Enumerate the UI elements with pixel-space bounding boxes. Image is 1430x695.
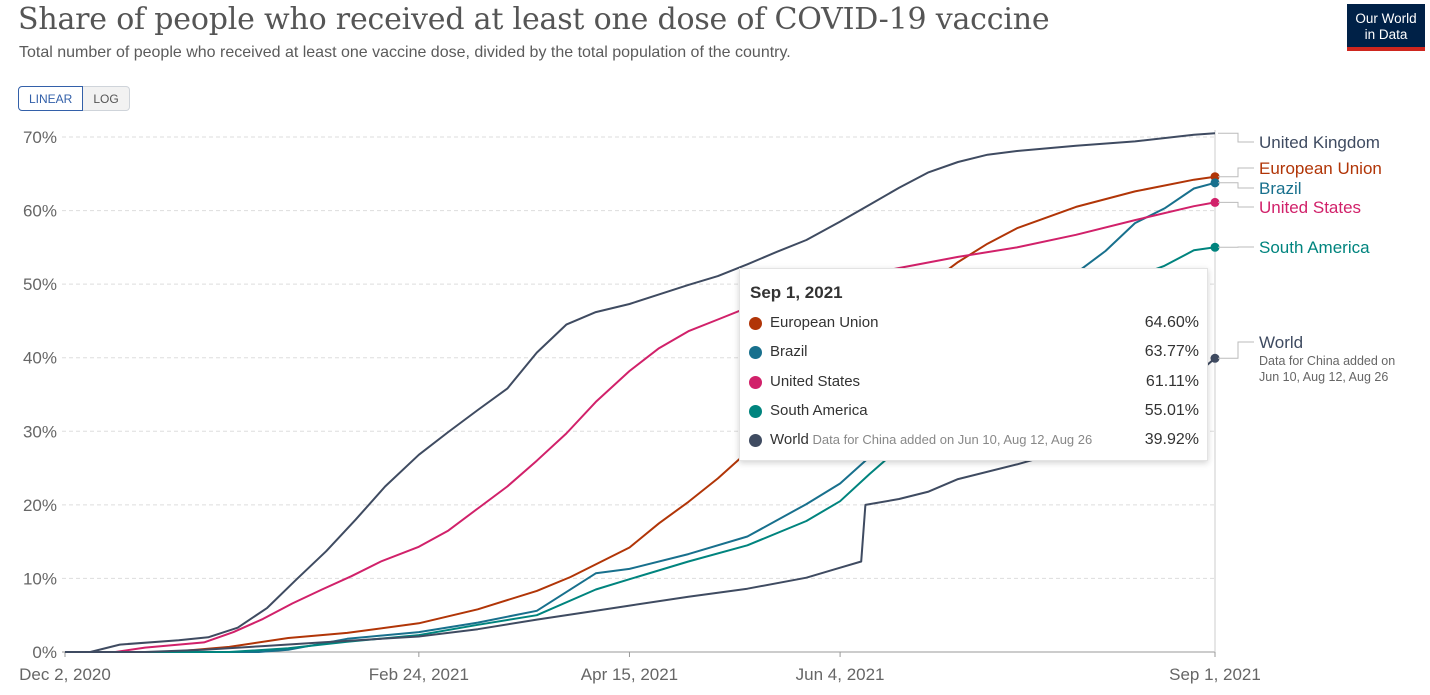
- series-color-dot: [749, 405, 762, 418]
- tooltip-series-value: 63.77%: [1144, 343, 1199, 360]
- tooltip-series-name: European Union: [770, 314, 878, 331]
- series-color-dot: [749, 317, 762, 330]
- tooltip-series-label: South America: [770, 402, 868, 419]
- tooltip-series-note: Data for China added on Jun 10, Aug 12, …: [808, 432, 1093, 447]
- tooltip-series-name: World Data for China added on Jun 10, Au…: [770, 431, 1092, 448]
- tooltip-series-label: United States: [770, 373, 861, 390]
- x-tick-label: Dec 2, 2020: [19, 665, 111, 684]
- end-label: United Kingdom: [1259, 133, 1380, 152]
- chart-title: Share of people who received at least on…: [18, 2, 1050, 37]
- end-label-note: Jun 10, Aug 12, Aug 26: [1259, 370, 1388, 384]
- series-line: [65, 132, 1216, 653]
- end-label: World: [1259, 333, 1303, 352]
- series-color-dot: [749, 376, 762, 389]
- tooltip-row: Brazil 63.77%: [749, 343, 1199, 363]
- y-tick-label: 20%: [23, 496, 57, 515]
- chart-subtitle: Total number of people who received at l…: [19, 44, 791, 61]
- tooltip-series-value: 61.11%: [1145, 373, 1199, 390]
- log-scale-button[interactable]: LOG: [83, 86, 130, 111]
- y-tick-label: 40%: [23, 349, 57, 368]
- end-marker: [1210, 197, 1220, 207]
- owid-logo[interactable]: Our World in Data: [1347, 4, 1425, 51]
- end-label-note: Data for China added on: [1259, 354, 1395, 368]
- end-label: Brazil: [1259, 179, 1302, 198]
- tooltip-series-name: South America: [770, 402, 868, 419]
- series-color-dot: [749, 434, 762, 447]
- tooltip-series-label: Brazil: [770, 343, 808, 360]
- tooltip-series-value: 39.92%: [1144, 431, 1199, 448]
- tooltip-date: Sep 1, 2021: [750, 283, 843, 302]
- y-tick-label: 50%: [23, 275, 57, 294]
- series-line: [65, 181, 1216, 653]
- scale-toggle: LINEAR LOG: [18, 86, 130, 111]
- end-label: European Union: [1259, 159, 1382, 178]
- label-connector: [1218, 132, 1254, 143]
- series-color-dot: [749, 346, 762, 359]
- label-connector: [1218, 201, 1254, 208]
- y-tick-label: 60%: [23, 202, 57, 221]
- end-marker: [1210, 178, 1220, 188]
- series-line: [65, 201, 1216, 653]
- tooltip-series-name: Brazil: [770, 343, 808, 360]
- label-connector: [1218, 167, 1254, 178]
- end-marker: [1210, 242, 1220, 252]
- tooltip-row: World Data for China added on Jun 10, Au…: [749, 431, 1199, 451]
- y-tick-label: 0%: [32, 643, 57, 662]
- y-tick-label: 10%: [23, 569, 57, 588]
- end-marker: [1210, 353, 1220, 363]
- tooltip-series-label: European Union: [770, 314, 879, 331]
- x-tick-label: Sep 1, 2021: [1169, 665, 1261, 684]
- x-tick-label: Feb 24, 2021: [369, 665, 469, 684]
- label-connector: [1218, 182, 1254, 189]
- linear-scale-button[interactable]: LINEAR: [18, 86, 84, 111]
- end-label: United States: [1259, 198, 1361, 217]
- y-tick-label: 70%: [23, 128, 57, 147]
- hover-tooltip: Sep 1, 2021 European Union 64.60% Brazil 63…: [739, 268, 1208, 461]
- tooltip-series-value: 55.01%: [1144, 402, 1199, 419]
- tooltip-row: United States 61.11%: [749, 373, 1199, 393]
- logo-line-2: in Data: [1364, 27, 1408, 42]
- x-tick-label: Jun 4, 2021: [796, 665, 885, 684]
- tooltip-row: South America 55.01%: [749, 402, 1199, 422]
- logo-line-1: Our World: [1355, 11, 1417, 26]
- end-label: South America: [1259, 238, 1370, 257]
- tooltip-series-value: 64.60%: [1144, 314, 1199, 331]
- tooltip-series-label: World: [770, 431, 809, 448]
- label-connector: [1218, 341, 1254, 359]
- tooltip-series-name: United States: [770, 373, 860, 390]
- y-tick-label: 30%: [23, 422, 57, 441]
- tooltip-row: European Union 64.60%: [749, 314, 1199, 334]
- x-tick-label: Apr 15, 2021: [581, 665, 678, 684]
